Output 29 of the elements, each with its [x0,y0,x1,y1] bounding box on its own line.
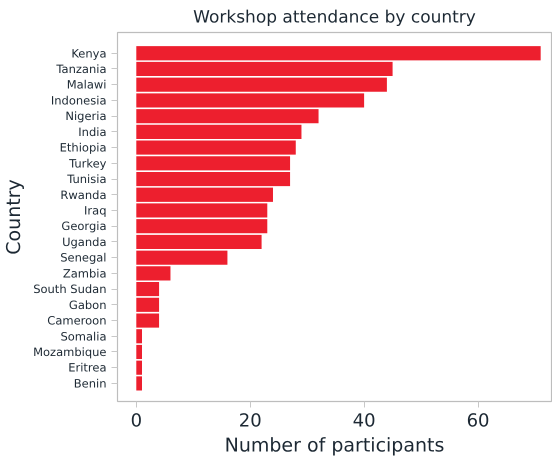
y-tick-label: Cameroon [47,314,107,328]
y-tick-label: South Sudan [33,282,107,296]
y-tick-label: Somalia [60,329,107,344]
y-tick-label: Gabon [68,298,107,312]
y-tick-label: Kenya [71,46,106,60]
y-tick-label: Mozambique [33,344,107,359]
y-tick-label: Tanzania [55,62,107,76]
y-tick-label: Turkey [68,156,107,170]
x-tick-label: 0 [130,410,142,432]
y-tick-label: Senegal [60,250,106,265]
y-tick-label: Rwanda [60,188,107,202]
y-tick-label: Eritrea [68,360,106,375]
y-tick-label: Iraq [84,203,106,218]
y-tick-label: Indonesia [50,93,107,108]
y-tick-label: Uganda [62,234,107,249]
y-tick-label: Zambia [62,266,106,280]
y-tick-label: Ethiopia [60,140,107,155]
x-tick-label: 40 [352,410,376,432]
y-tick-label: Malawi [66,78,106,92]
y-tick-label: India [78,124,107,139]
y-axis-title: Country [3,179,26,255]
x-axis-title: Number of participants [224,434,444,456]
y-tick-label: Nigeria [65,109,107,124]
y-tick-label: Georgia [61,219,107,234]
x-tick-label: 60 [466,410,490,432]
x-tick-label: 20 [238,410,262,432]
chart-title: Workshop attendance by country [193,8,476,28]
y-tick-label: Tunisia [66,172,107,186]
y-tick-label: Benin [74,376,107,390]
